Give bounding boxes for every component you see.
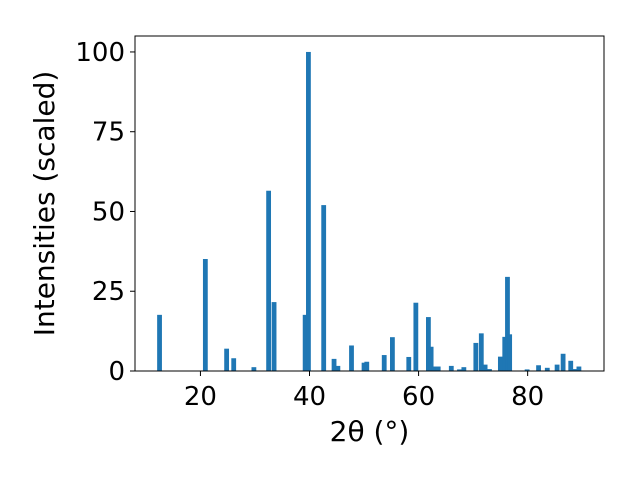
bar — [306, 51, 311, 371]
bar — [271, 302, 277, 371]
bar — [435, 366, 441, 371]
bar — [502, 336, 508, 371]
bar — [478, 333, 484, 371]
x-axis: 20 40 60 80 — [184, 371, 544, 412]
bar — [448, 365, 454, 371]
bar — [536, 365, 541, 371]
bar — [572, 369, 578, 371]
bar — [231, 358, 237, 371]
bars-group — [157, 51, 582, 371]
bar — [576, 366, 582, 371]
x-tick-label: 20 — [184, 382, 217, 412]
bar — [505, 276, 510, 371]
bar — [428, 346, 434, 371]
bar — [381, 355, 387, 371]
y-tick-label: 100 — [75, 38, 125, 68]
bar — [251, 367, 257, 371]
y-tick-label: 75 — [92, 118, 125, 148]
y-axis: 0 25 50 75 100 — [75, 38, 135, 387]
y-tick-label: 50 — [92, 197, 125, 227]
x-axis-label: 2θ (°) — [330, 415, 410, 448]
y-tick-label: 25 — [92, 277, 125, 307]
bar — [482, 364, 488, 371]
bar — [331, 358, 337, 371]
bar — [554, 364, 560, 371]
bar — [487, 369, 492, 371]
bar — [413, 302, 419, 371]
bar — [507, 334, 513, 371]
bar — [426, 317, 431, 371]
x-tick-label: 80 — [511, 382, 544, 412]
bar — [364, 361, 370, 371]
bar — [302, 314, 308, 371]
x-tick-label: 60 — [402, 382, 435, 412]
bar — [560, 353, 566, 371]
bar — [461, 367, 467, 371]
x-tick-label: 40 — [293, 382, 326, 412]
bar — [568, 360, 574, 371]
y-axis-label: Intensities (scaled) — [28, 71, 61, 337]
bar — [224, 348, 230, 371]
bar — [266, 190, 272, 371]
bar — [524, 369, 530, 371]
y-tick-label: 0 — [108, 357, 125, 387]
plot-frame — [134, 35, 605, 372]
bar — [457, 369, 462, 371]
bar — [544, 367, 550, 371]
bar — [390, 337, 395, 371]
bar — [406, 356, 412, 371]
bar — [473, 342, 479, 371]
bar — [157, 314, 162, 371]
bar — [202, 259, 208, 371]
bar — [431, 366, 437, 371]
bar — [321, 205, 327, 371]
bar — [335, 365, 341, 371]
bar — [497, 356, 503, 371]
bar — [361, 362, 367, 371]
bar — [349, 345, 354, 371]
